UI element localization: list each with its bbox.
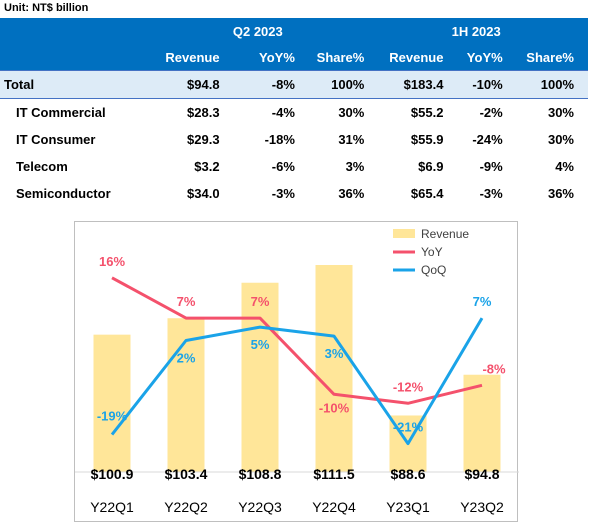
cell-h-revenue: $6.9 xyxy=(418,159,444,174)
row-label: Telecom xyxy=(16,159,68,174)
revenue-data-label: $111.5 xyxy=(313,466,354,482)
cell-q-revenue: $29.3 xyxy=(187,132,220,147)
x-tick-label: Y23Q1 xyxy=(386,499,430,515)
table-row: Semiconductor $34.0 -3% 36% $65.4 -3% 36… xyxy=(0,180,588,207)
unit-label: Unit: NT$ billion xyxy=(4,2,89,14)
table-row-total: Total $94.8 -8% 100% $183.4 -10% 100% xyxy=(0,70,588,99)
revenue-bar xyxy=(241,282,279,472)
table-column-header: Revenue YoY% Share% Revenue YoY% Share% xyxy=(0,44,588,71)
qoq-data-label: 3% xyxy=(325,346,344,361)
cell-h-revenue: $65.4 xyxy=(410,186,444,201)
revenue-data-label: $94.8 xyxy=(464,466,499,482)
col-header-revenue: Revenue xyxy=(364,44,444,71)
x-tick-label: Y22Q1 xyxy=(90,499,134,515)
row-label: IT Consumer xyxy=(16,132,96,147)
revenue-bar xyxy=(167,318,205,472)
qoq-data-label: 7% xyxy=(473,294,492,309)
cell-q-revenue: $94.8 xyxy=(151,70,220,99)
yoy-data-label: 7% xyxy=(177,294,196,309)
legend-swatch-revenue xyxy=(393,229,415,238)
qoq-data-label: -19% xyxy=(97,409,128,424)
col-header-yoy: YoY% xyxy=(443,44,503,71)
table-row: Telecom $3.2 -6% 3% $6.9 -9% 4% xyxy=(0,153,588,180)
cell-h-revenue: $183.4 xyxy=(364,70,444,99)
revenue-bar xyxy=(463,374,501,472)
legend-label-yoy: YoY xyxy=(421,245,443,259)
cell-h-share: 30% xyxy=(547,105,574,120)
cell-q-share: 31% xyxy=(338,132,365,147)
table-row: IT Consumer $29.3 -18% 31% $55.9 -24% 30… xyxy=(0,126,588,153)
cell-h-share: 30% xyxy=(547,132,574,147)
cell-h-yoy: -24% xyxy=(472,132,503,147)
legend-label-revenue: Revenue xyxy=(421,227,469,241)
table-row: IT Commercial $28.3 -4% 30% $55.2 -2% 30… xyxy=(0,99,588,127)
yoy-data-label: -12% xyxy=(393,379,424,394)
yoy-line xyxy=(111,276,483,405)
cell-h-yoy: -9% xyxy=(479,159,503,174)
table-group-header: Q2 2023 1H 2023 xyxy=(0,18,588,44)
cell-q-share: 3% xyxy=(345,159,365,174)
revenue-data-label: $108.8 xyxy=(239,466,282,482)
cell-h-share: 36% xyxy=(547,186,574,201)
x-tick-label: Y22Q4 xyxy=(312,499,356,515)
cell-q-share: 36% xyxy=(338,186,365,201)
cell-q-revenue: $28.3 xyxy=(187,105,220,120)
revenue-table: Q2 2023 1H 2023 Revenue YoY% Share% Reve… xyxy=(0,18,588,207)
x-tick-label: Y23Q2 xyxy=(460,499,504,515)
qoq-data-label: 5% xyxy=(251,337,270,352)
revenue-data-label: $100.9 xyxy=(91,466,134,482)
revenue-bar xyxy=(93,334,131,472)
revenue-bar xyxy=(315,265,353,472)
cell-q-yoy: -8% xyxy=(219,70,295,99)
row-label: Semiconductor xyxy=(16,186,111,201)
cell-h-yoy: -10% xyxy=(443,70,503,99)
header-blank xyxy=(0,44,152,71)
row-label: Total xyxy=(0,70,152,99)
row-label: IT Commercial xyxy=(16,105,106,120)
cell-q-yoy: -3% xyxy=(271,186,295,201)
cell-q-yoy: -18% xyxy=(264,132,295,147)
cell-h-share: 4% xyxy=(555,159,574,174)
yoy-data-label: 7% xyxy=(251,294,270,309)
group-header-1h: 1H 2023 xyxy=(364,18,588,44)
revenue-data-label: $88.6 xyxy=(390,466,425,482)
legend-label-qoq: QoQ xyxy=(421,263,446,277)
yoy-data-label: -8% xyxy=(482,361,506,376)
revenue-data-label: $103.4 xyxy=(165,466,208,482)
qoq-line xyxy=(110,317,484,446)
revenue-combo-chart: 16% 7% 7% -10% -12% -8% -19% 2% 5% 3% -21% 7% $100.9… xyxy=(74,221,519,522)
yoy-data-label: -10% xyxy=(319,400,350,415)
col-header-yoy: YoY% xyxy=(219,44,295,71)
cell-q-yoy: -4% xyxy=(271,105,295,120)
cell-h-yoy: -2% xyxy=(479,105,503,120)
cell-h-share: 100% xyxy=(502,70,588,99)
cell-q-revenue: $3.2 xyxy=(194,159,220,174)
cell-q-yoy: -6% xyxy=(271,159,295,174)
col-header-share: Share% xyxy=(294,44,365,71)
chart-canvas: 16% 7% 7% -10% -12% -8% -19% 2% 5% 3% -21% 7% $100.9… xyxy=(75,227,519,515)
group-header-q2: Q2 2023 xyxy=(151,18,365,44)
col-header-share: Share% xyxy=(502,44,588,71)
col-header-revenue: Revenue xyxy=(151,44,220,71)
cell-q-share: 100% xyxy=(294,70,365,99)
cell-h-yoy: -3% xyxy=(479,186,503,201)
cell-q-share: 30% xyxy=(338,105,365,120)
x-tick-label: Y22Q2 xyxy=(164,499,208,515)
yoy-data-label: 16% xyxy=(99,254,125,269)
header-blank xyxy=(0,18,152,44)
cell-q-revenue: $34.0 xyxy=(187,186,220,201)
qoq-data-label: 2% xyxy=(177,351,196,366)
x-tick-label: Y22Q3 xyxy=(238,499,282,515)
cell-h-revenue: $55.2 xyxy=(410,105,444,120)
cell-h-revenue: $55.9 xyxy=(410,132,444,147)
qoq-data-label: -21% xyxy=(393,420,424,435)
